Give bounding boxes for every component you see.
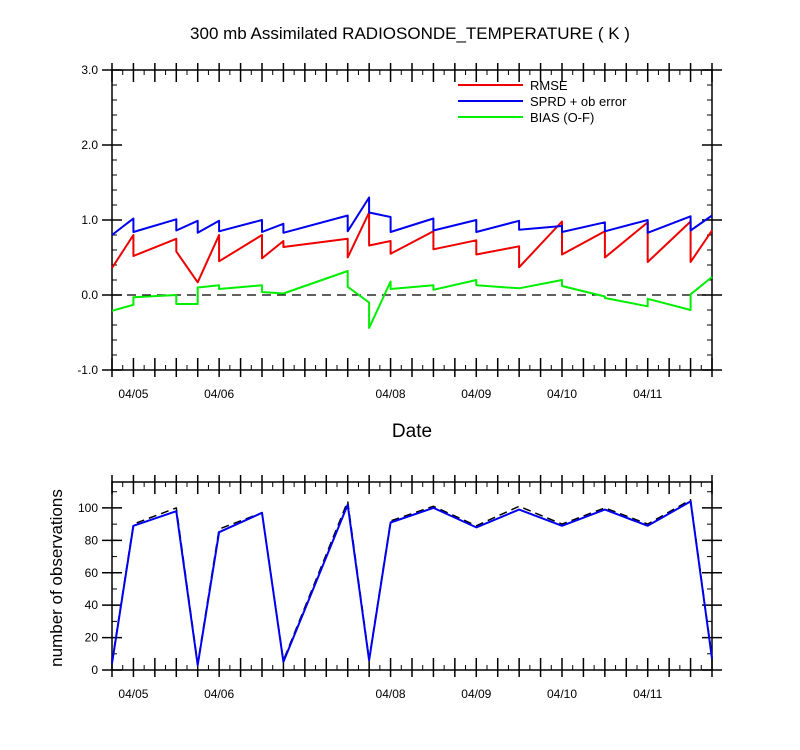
y-tick-label: 60: [85, 566, 99, 580]
legend-label: RMSE: [530, 78, 568, 93]
y-tick-label: 80: [85, 533, 99, 547]
x-tick-label: 04/10: [547, 387, 577, 401]
x-tick-label: 04/11: [633, 687, 662, 701]
x-tick-label: 04/05: [118, 687, 148, 701]
y-tick-label: 3.0: [81, 63, 98, 77]
x-tick-label: 04/09: [461, 687, 491, 701]
plot-frame: [111, 69, 713, 371]
x-tick-label: 04/09: [461, 387, 491, 401]
x-tick-label: 04/06: [204, 387, 234, 401]
y-tick-label: 20: [85, 631, 99, 645]
x-tick-label: 04/06: [204, 687, 234, 701]
x-tick-label: 04/08: [376, 687, 406, 701]
x-tick-label: 04/08: [376, 387, 406, 401]
x-tick-label: 04/10: [547, 687, 577, 701]
y-tick-label: -1.0: [77, 363, 98, 377]
series-line-sprd-ob-error: [111, 196, 713, 236]
y-axis-label-bottom: number of observations: [47, 489, 66, 667]
y-tick-label: 0: [91, 663, 98, 677]
y-tick-label: 100: [78, 501, 98, 515]
chart-title: 300 mb Assimilated RADIOSONDE_TEMPERATUR…: [190, 24, 630, 43]
y-tick-label: 2.0: [81, 138, 98, 152]
legend-label: BIAS (O-F): [530, 110, 594, 125]
x-axis-label: Date: [392, 421, 432, 442]
y-tick-label: 0.0: [81, 288, 98, 302]
y-tick-label: 40: [85, 598, 99, 612]
series-line-rmse: [111, 211, 713, 284]
x-tick-label: 04/11: [633, 387, 662, 401]
series-line-bias-o-f: [111, 270, 713, 329]
legend-label: SPRD + ob error: [530, 94, 627, 109]
y-tick-label: 1.0: [81, 213, 98, 227]
observation-count-chart: 04/05 04/06 04/08 04/09 04/10 04/11 0 20 40 60 80 1…: [47, 475, 722, 701]
series-line-used: [111, 500, 713, 667]
bias-rmse-chart: 300 mb Assimilated RADIOSONDE_TEMPERATUR…: [77, 24, 722, 442]
x-tick-label: 04/05: [118, 387, 148, 401]
